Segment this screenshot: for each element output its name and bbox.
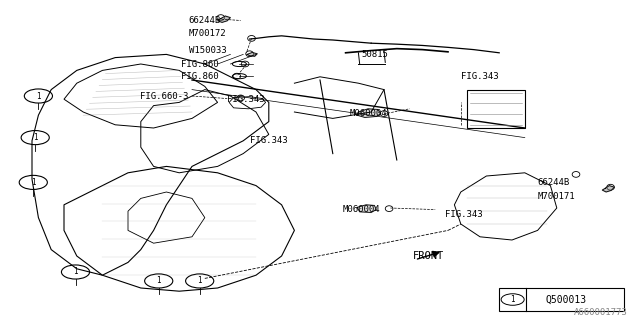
Text: Q500013: Q500013: [546, 294, 587, 305]
Text: 1: 1: [33, 133, 38, 142]
Text: M060004: M060004: [350, 109, 388, 118]
Text: FRONT: FRONT: [413, 251, 444, 261]
Text: M060004: M060004: [342, 205, 380, 214]
Text: 1: 1: [73, 268, 78, 276]
Text: 1: 1: [156, 276, 161, 285]
Polygon shape: [218, 16, 230, 22]
Text: 1: 1: [31, 178, 36, 187]
Text: M700171: M700171: [538, 192, 575, 201]
Text: M700172: M700172: [189, 29, 227, 38]
Text: FIG.860: FIG.860: [181, 72, 219, 81]
Text: 66244B: 66244B: [189, 16, 221, 25]
Text: FIG.860: FIG.860: [181, 60, 219, 68]
Text: 50815: 50815: [362, 50, 388, 59]
Text: FIG.343: FIG.343: [445, 210, 483, 219]
Text: 66244B: 66244B: [538, 178, 570, 187]
Text: FIG.343: FIG.343: [250, 136, 287, 145]
Text: FIG.343: FIG.343: [227, 95, 265, 104]
Text: W150033: W150033: [189, 46, 227, 55]
Polygon shape: [602, 186, 614, 192]
Text: FIG.343: FIG.343: [461, 72, 499, 81]
Text: 1: 1: [197, 276, 202, 285]
Text: FIG.660-3: FIG.660-3: [140, 92, 188, 100]
Polygon shape: [357, 205, 376, 212]
Text: A660001773: A660001773: [573, 308, 627, 317]
Text: 1: 1: [510, 295, 515, 304]
Polygon shape: [247, 52, 257, 56]
Text: 1: 1: [36, 92, 41, 100]
Polygon shape: [357, 109, 381, 117]
